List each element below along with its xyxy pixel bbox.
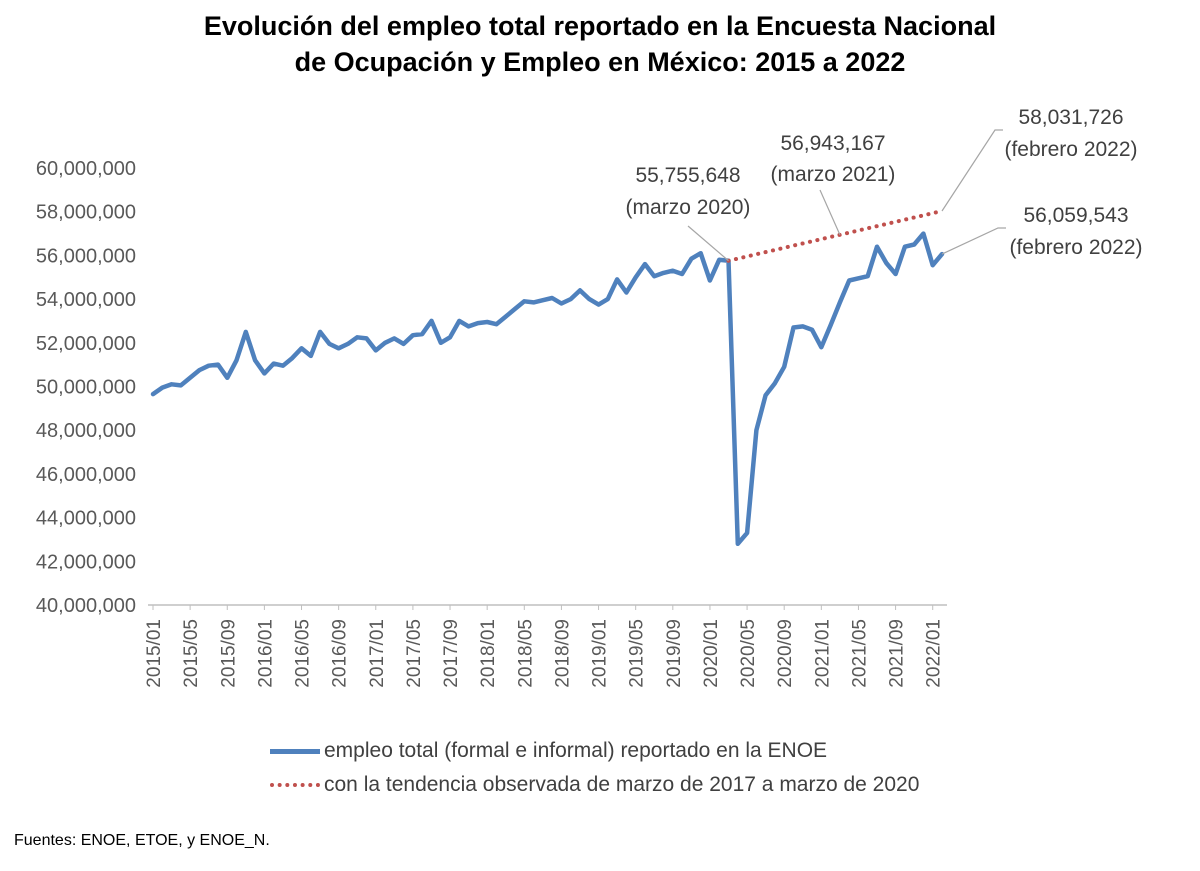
y-tick-label: 48,000,000 <box>36 420 136 442</box>
legend-swatch-solid <box>270 748 320 754</box>
data-callout: 55,755,648 (marzo 2020) <box>626 164 751 262</box>
x-tick-label: 2019/01 <box>590 619 611 688</box>
y-tick-label: 56,000,000 <box>36 245 136 267</box>
chart-title-line-2: de Ocupación y Empleo en México: 2015 a … <box>294 47 906 77</box>
data-callout: 56,943,167 (marzo 2021) <box>771 132 896 236</box>
y-tick-label: 58,000,000 <box>36 202 136 224</box>
y-tick-label: 44,000,000 <box>36 508 136 530</box>
x-tick-label: 2015/05 <box>181 619 202 688</box>
y-tick-label: 46,000,000 <box>36 464 136 486</box>
callout-leader-line <box>687 225 729 262</box>
callout-leader-line <box>941 227 1006 255</box>
callout-date: (marzo 2021) <box>771 163 896 186</box>
x-tick-label: 2015/01 <box>144 619 165 688</box>
y-tick-label: 40,000,000 <box>36 595 136 617</box>
x-tick-label: 2018/09 <box>552 619 573 688</box>
x-tick-label: 2016/05 <box>293 619 314 688</box>
series-line-actual <box>150 231 945 547</box>
series-line-trend <box>726 209 944 263</box>
y-tick-label: 60,000,000 <box>36 158 136 180</box>
legend-swatch-dotted <box>270 783 320 787</box>
x-tick-label: 2018/05 <box>515 619 536 688</box>
x-tick-label: 2017/09 <box>441 619 462 688</box>
data-callout: 56,059,543 (febrero 2022) <box>941 204 1143 259</box>
x-tick-label: 2018/01 <box>478 619 499 688</box>
x-tick-label: 2019/05 <box>627 619 648 688</box>
callout-date: (febrero 2022) <box>1009 236 1142 259</box>
y-tick-label: 52,000,000 <box>36 333 136 355</box>
x-tick-label: 2016/09 <box>330 619 351 688</box>
annotation-layer: 55,755,648 (marzo 2020) 56,943,167 (marzo 2… <box>626 106 1143 262</box>
x-tick-label: 2017/05 <box>404 619 425 688</box>
x-tick-label: 2019/09 <box>664 619 685 688</box>
x-tick-label: 2021/01 <box>812 619 833 688</box>
y-tick-label: 54,000,000 <box>36 289 136 311</box>
callout-date: (marzo 2020) <box>626 196 751 219</box>
x-tick-label: 2016/01 <box>255 619 276 688</box>
legend-item-actual: empleo total (formal e informal) reporta… <box>270 734 919 768</box>
series-layer <box>150 209 945 547</box>
callout-value: 56,059,543 <box>1023 204 1128 227</box>
x-tick-label: 2020/05 <box>738 619 759 688</box>
y-tick-label: 50,000,000 <box>36 377 136 399</box>
callout-date: (febrero 2022) <box>1004 138 1137 161</box>
x-tick-label: 2020/01 <box>701 619 722 688</box>
legend-label-actual: empleo total (formal e informal) reporta… <box>324 739 828 762</box>
x-axis: 2015/01 2015/05 2015/09 2016/01 2016/05 2016/… <box>144 604 947 688</box>
source-note: Fuentes: ENOE, ETOE, y ENOE_N. <box>14 832 270 849</box>
callout-value: 58,031,726 <box>1018 106 1123 129</box>
legend-item-trend: con la tendencia observada de marzo de 2… <box>270 768 919 802</box>
x-tick-label: 2022/01 <box>924 619 945 688</box>
x-tick-label: 2020/09 <box>775 619 796 688</box>
x-tick-label: 2021/05 <box>849 619 870 688</box>
callout-value: 56,943,167 <box>780 132 885 155</box>
callout-value: 55,755,648 <box>635 164 740 187</box>
callout-leader-line <box>819 189 841 236</box>
chart-title: Evolución del empleo total reportado en … <box>0 8 1200 80</box>
x-tick-label: 2021/09 <box>887 619 908 688</box>
legend: empleo total (formal e informal) reporta… <box>270 734 919 802</box>
legend-label-trend: con la tendencia observada de marzo de 2… <box>324 773 920 796</box>
x-tick-label: 2015/09 <box>218 619 239 688</box>
data-callout: 58,031,726 (febrero 2022) <box>941 106 1138 212</box>
chart-title-line-1: Evolución del empleo total reportado en … <box>203 11 997 41</box>
y-axis-labels: 40,000,000 42,000,000 44,000,000 46,000,000… <box>36 158 136 617</box>
y-tick-label: 42,000,000 <box>36 551 136 573</box>
callout-leader-line <box>941 129 1003 212</box>
x-tick-label: 2017/01 <box>367 619 388 688</box>
